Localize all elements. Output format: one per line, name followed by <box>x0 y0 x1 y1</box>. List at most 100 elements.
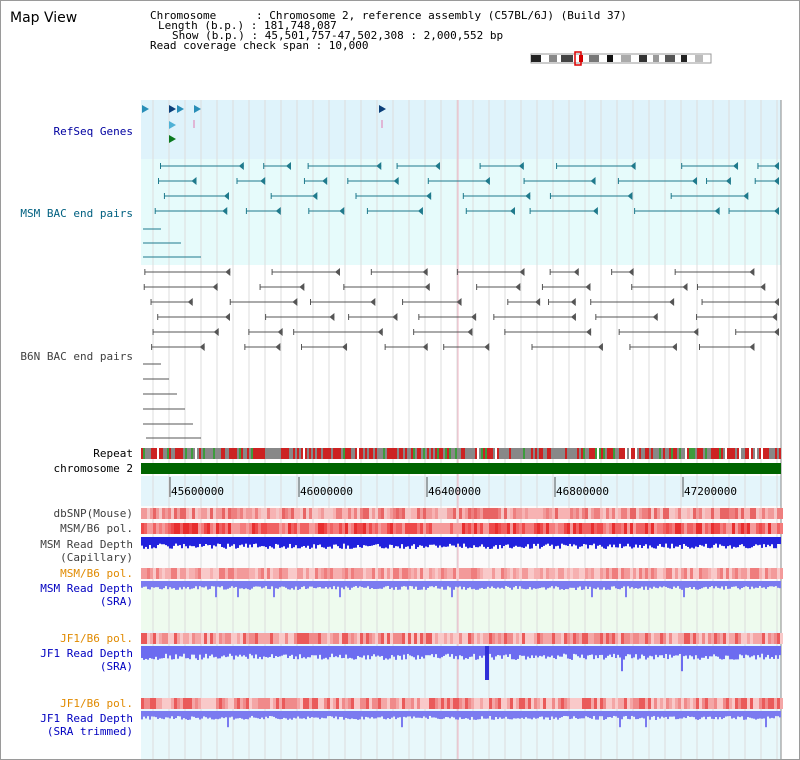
jf1-pol2-cell <box>375 698 378 709</box>
chromosome-label: chromosome 2 <box>53 462 133 475</box>
jf1-depth-bar <box>383 646 385 660</box>
msm-depth-cap-bar <box>487 537 489 547</box>
jf1-pol2-cell <box>351 698 354 709</box>
dbsnp-cell <box>513 508 516 519</box>
repeat-segment <box>231 448 233 459</box>
repeat-segment <box>285 448 287 459</box>
repeat-segment <box>263 448 265 459</box>
jf1-depth-trim-bar <box>457 711 459 720</box>
jf1-depth-label[interactable]: JF1 Read Depth (SRA) <box>40 647 133 673</box>
dbsnp-cell <box>432 508 435 519</box>
msm-bac-label[interactable]: MSM BAC end pairs <box>20 207 133 220</box>
msm-depth-sra-bar <box>539 581 541 589</box>
dbsnp-label[interactable]: dbSNP(Mouse) <box>53 507 133 520</box>
jf1-depth-bar <box>345 646 347 655</box>
repeat-segment <box>519 448 521 459</box>
jf1-pol-label-2[interactable]: JF1/B6 pol. <box>60 697 133 710</box>
msm-depth-cap-bar <box>661 537 663 547</box>
repeat-segment <box>193 448 195 459</box>
jf1-depth-bar <box>439 646 441 659</box>
msm-depth-cap-bar <box>247 537 249 548</box>
msm-depth-sra-bar <box>413 581 415 589</box>
jf1-depth-trim-bar <box>669 711 671 717</box>
gene-marker <box>169 121 176 129</box>
msm-depth-sra-bar <box>701 581 703 589</box>
msm-pol-label-2[interactable]: MSM/B6 pol. <box>60 567 133 580</box>
msm-depth-sra-bar <box>339 581 341 598</box>
msm-depth-cap-bar <box>159 537 161 544</box>
repeat-segment <box>153 448 155 459</box>
jf1-pol-cell <box>501 633 504 644</box>
gene-marker <box>169 135 176 143</box>
msm-depth-sra-label[interactable]: MSM Read Depth (SRA) <box>40 582 133 608</box>
msm-pol-cell <box>717 523 720 534</box>
msm-depth-sra-bar <box>517 581 519 589</box>
repeat-segment <box>261 448 263 459</box>
repeat-segment <box>763 448 765 459</box>
jf1-pol2-cell <box>399 698 402 709</box>
dbsnp-cell <box>489 508 492 519</box>
dbsnp-cell <box>570 508 573 519</box>
jf1-depth-bar <box>571 646 573 660</box>
jf1-depth-trim-bar <box>327 711 329 717</box>
b6n-bac-label[interactable]: B6N BAC end pairs <box>20 350 133 363</box>
jf1-depth-bar <box>459 646 461 656</box>
dbsnp-cell <box>522 508 525 519</box>
jf1-pol-cell <box>339 633 342 644</box>
jf1-depth-trim-bar <box>679 711 681 719</box>
jf1-depth-trimmed-label[interactable]: JF1 Read Depth (SRA trimmed) <box>40 712 133 738</box>
repeat-segment <box>715 448 717 459</box>
dbsnp-cell <box>495 508 498 519</box>
msm-depth-sra-bar <box>551 581 553 587</box>
msm-depth-sra-bar <box>715 581 717 587</box>
msm-pol2-cell <box>309 568 312 579</box>
msm-depth-cap-bar <box>679 537 681 545</box>
jf1-depth-bar <box>753 646 755 656</box>
repeat-segment <box>167 448 169 459</box>
msm-depth-sra-bar <box>233 581 235 588</box>
repeat-segment <box>651 448 653 459</box>
refseq-genes-label[interactable]: RefSeq Genes <box>53 125 133 138</box>
jf1-depth-bar <box>693 646 695 660</box>
dbsnp-cell <box>744 508 747 519</box>
jf1-depth-trim-bar <box>233 711 235 720</box>
jf1-pol2-cell <box>567 698 570 709</box>
dbsnp-cell <box>711 508 714 519</box>
jf1-pol-cell <box>771 633 774 644</box>
jf1-pol-cell <box>354 633 357 644</box>
jf1-depth-trim-bar <box>539 711 541 717</box>
msm-pol-cell <box>525 523 528 534</box>
msm-pol-cell <box>390 523 393 534</box>
jf1-depth-trim-bar <box>729 711 731 717</box>
msm-depth-sra-bar <box>687 581 689 588</box>
msm-depth-cap-bar <box>163 537 165 545</box>
jf1-depth-bar <box>713 646 715 655</box>
repeat-segment <box>305 448 307 459</box>
msm-depth-sra-bar <box>213 581 215 587</box>
msm-pol2-cell <box>750 568 753 579</box>
msm-depth-sra-bar <box>147 581 149 590</box>
msm-depth-sra-bar <box>689 581 691 588</box>
repeat-segment <box>479 448 481 459</box>
msm-pol2-cell <box>642 568 645 579</box>
dbsnp-cell <box>672 508 675 519</box>
msm-pol2-cell <box>480 568 483 579</box>
jf1-pol2-cell <box>606 698 609 709</box>
msm-bac-track-bg <box>141 159 781 265</box>
msm-depth-cap-bar <box>409 537 411 549</box>
jf1-depth-trim-bar <box>589 711 591 719</box>
jf1-depth-bar <box>171 646 173 660</box>
msm-pol-label[interactable]: MSM/B6 pol. <box>60 522 133 535</box>
jf1-depth-bar <box>145 646 147 659</box>
msm-depth-sra-bar <box>641 581 643 587</box>
jf1-pol-label[interactable]: JF1/B6 pol. <box>60 632 133 645</box>
jf1-pol2-cell <box>261 698 264 709</box>
repeat-segment <box>363 448 365 459</box>
dbsnp-cell <box>426 508 429 519</box>
msm-depth-cap-bar <box>725 537 727 549</box>
msm-depth-capillary-label[interactable]: MSM Read Depth (Capillary) <box>40 538 133 564</box>
msm-depth-cap-bar <box>351 537 353 549</box>
repeat-segment <box>441 448 443 459</box>
repeat-segment <box>331 448 333 459</box>
jf1-pol-cell <box>183 633 186 644</box>
